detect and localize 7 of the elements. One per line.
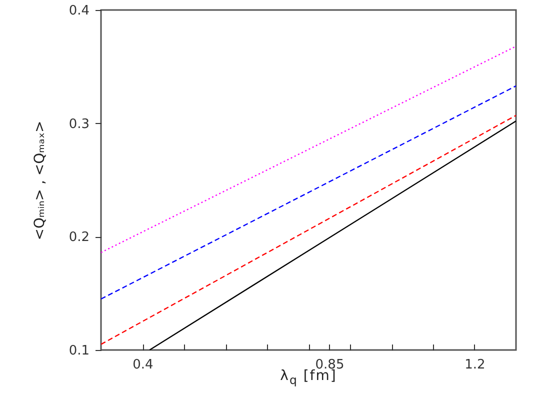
y-tick-label: 0.4 bbox=[68, 4, 90, 18]
y-tick-label: 0.1 bbox=[68, 344, 90, 358]
x-tick-label: 0.4 bbox=[132, 358, 154, 372]
y-tick-label: 0.2 bbox=[68, 230, 90, 246]
y-tick-label: 0.3 bbox=[68, 116, 90, 132]
x-tick-label: 1.2 bbox=[464, 358, 486, 372]
y-axis-title: <Qₘᵢₙ> , <Qₘₐₓ> bbox=[32, 120, 48, 240]
